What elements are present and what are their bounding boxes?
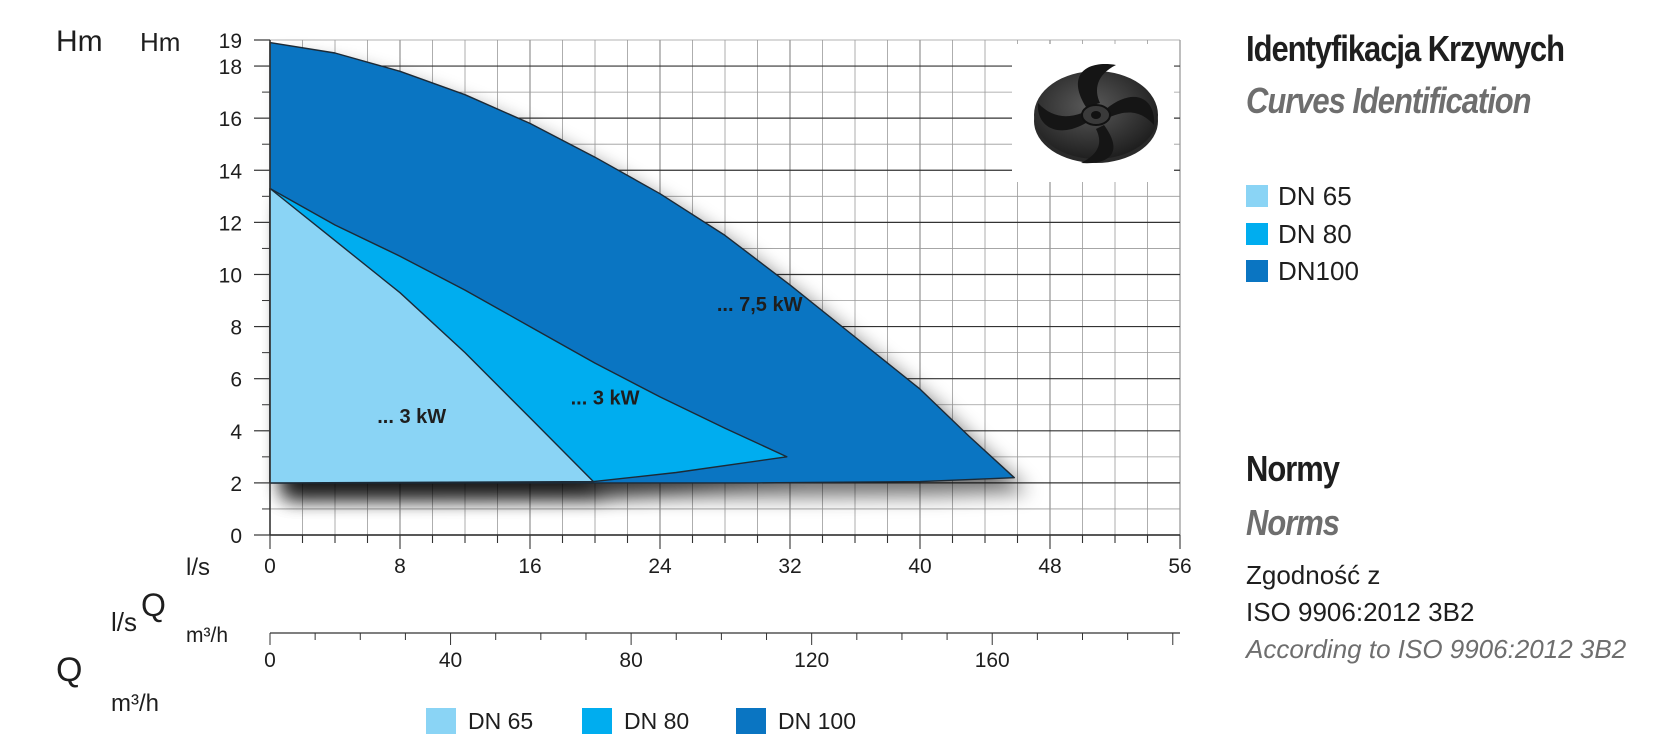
- y-tick-label: 0: [230, 525, 242, 548]
- m3h-inner-label: m³/h: [186, 624, 228, 647]
- bottom-legend-swatch-dn65: [426, 708, 456, 734]
- y-tick-label: 8: [230, 317, 242, 340]
- m3h-outer-label: m³/h: [111, 690, 159, 717]
- norm-line-3: According to ISO 9906:2012 3B2: [1246, 634, 1627, 664]
- q-tick-label: 160: [975, 649, 1010, 672]
- power-label-dn80: ... 3 kW: [571, 388, 640, 410]
- q-outer-label: Q: [56, 651, 82, 689]
- x-tick-label: 56: [1168, 555, 1191, 578]
- legend-swatch-dn100: [1246, 260, 1268, 282]
- legend-item-dn65: DN 65: [1246, 180, 1352, 211]
- curve-areas: [269, 41, 1015, 484]
- hm-inner-label: Hm: [140, 27, 180, 57]
- x-tick-label: 48: [1038, 555, 1061, 578]
- y-tick-label: 10: [219, 264, 242, 287]
- legend-item-dn80: DN 80: [1246, 218, 1352, 249]
- legend-label: DN 80: [1278, 218, 1352, 249]
- q-tick-label: 40: [439, 649, 462, 672]
- norm-line-1: Zgodność z: [1246, 560, 1381, 590]
- q-inner-label: Q: [141, 587, 166, 623]
- x-tick-label: 16: [518, 555, 541, 578]
- legend-label: DN100: [1278, 255, 1359, 286]
- bottom-legend-swatch-dn100: [736, 708, 766, 734]
- y-tick-label: 18: [219, 56, 242, 79]
- impeller-image: [1012, 44, 1174, 182]
- y-tick-label: 16: [219, 108, 242, 131]
- legend-swatch-dn80: [1246, 223, 1268, 245]
- legend-label: DN 65: [1278, 180, 1352, 211]
- ls-inner-label: l/s: [186, 554, 210, 581]
- norms-subtitle: Norms: [1246, 502, 1340, 543]
- q-tick-label: 120: [794, 649, 829, 672]
- x-tick-label: 0: [264, 555, 276, 578]
- bottom-legend-label: DN 100: [778, 707, 856, 734]
- y-tick-label: 14: [219, 160, 243, 183]
- norms-title: Normy: [1246, 448, 1340, 489]
- ls-outer-label: l/s: [111, 607, 137, 637]
- y-tick-label: 12: [219, 212, 242, 235]
- y-tick-label: 19: [219, 30, 242, 53]
- x-tick-label: 32: [778, 555, 801, 578]
- legend-swatch-dn65: [1246, 185, 1268, 207]
- y-tick-label: 6: [230, 369, 242, 392]
- y-tick-label: 2: [230, 473, 242, 496]
- y-tick-label: 4: [230, 421, 242, 444]
- hm-outer-label: Hm: [56, 25, 103, 58]
- q-tick-label: 80: [619, 649, 642, 672]
- x-tick-label: 24: [648, 555, 672, 578]
- legend-item-dn100: DN100: [1246, 255, 1359, 286]
- bottom-legend-dn80: DN 80: [582, 706, 689, 736]
- q-tick-label: 0: [264, 649, 276, 672]
- bottom-legend-dn100: DN 100: [736, 706, 856, 736]
- curve-labels: ... 7,5 kW ... 3 kW ... 3 kW: [377, 294, 802, 428]
- bottom-legend-swatch-dn80: [582, 708, 612, 734]
- x-tick-label: 40: [908, 555, 931, 578]
- area-dn65: [269, 187, 595, 484]
- bottom-legend-label: DN 80: [624, 707, 690, 734]
- norm-line-2: ISO 9906:2012 3B2: [1246, 597, 1475, 627]
- power-label-dn100: ... 7,5 kW: [717, 294, 803, 316]
- bottom-legend-dn65: DN 65: [426, 706, 533, 736]
- bottom-legend-label: DN 65: [468, 707, 534, 734]
- power-label-dn65: ... 3 kW: [377, 406, 446, 428]
- identification-title: Identyfikacja Krzywych: [1246, 28, 1565, 69]
- x-tick-label: 8: [394, 555, 406, 578]
- identification-subtitle: Curves Identification: [1246, 80, 1532, 121]
